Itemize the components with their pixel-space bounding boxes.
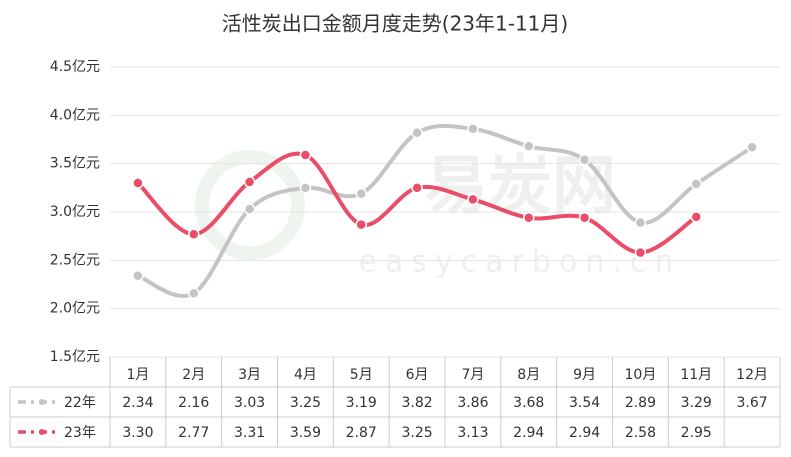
data-point — [299, 182, 312, 194]
chart-title: 活性炭出口金额月度走势(23年1-11月) — [222, 12, 568, 36]
data-point — [467, 123, 479, 135]
x-tick-label: 11月 — [680, 367, 712, 383]
y-tick-label: 1.5亿元 — [50, 349, 100, 365]
table-value: 2.95 — [681, 425, 712, 441]
table-value: 2.16 — [178, 395, 209, 411]
table-value: 2.58 — [625, 425, 656, 441]
table-value: 3.03 — [234, 395, 265, 411]
table-value: 3.29 — [681, 395, 712, 411]
table-value: 3.68 — [513, 395, 544, 411]
legend-marker — [39, 429, 45, 435]
watermark-logo — [195, 150, 305, 260]
table-value: 3.31 — [234, 425, 265, 441]
x-tick-label: 5月 — [350, 367, 373, 383]
series-line — [136, 151, 698, 255]
table-value: 3.59 — [290, 425, 321, 441]
legend-marker — [39, 399, 45, 405]
data-point — [523, 212, 535, 224]
data-point — [243, 176, 256, 188]
data-point — [523, 140, 535, 153]
table-value: 3.82 — [401, 395, 432, 411]
data-point — [299, 149, 312, 161]
x-tick-label: 10月 — [625, 367, 657, 383]
table-value: 2.34 — [122, 395, 153, 411]
data-point — [243, 203, 256, 215]
table-value: 3.54 — [569, 395, 600, 411]
data-point — [188, 287, 200, 299]
table-value: 2.77 — [178, 425, 209, 441]
data-point — [132, 270, 144, 282]
x-tick-label: 9月 — [573, 367, 596, 383]
data-point — [411, 182, 423, 194]
x-tick-label: 3月 — [238, 367, 261, 383]
x-tick-label: 1月 — [126, 367, 149, 383]
y-tick-label: 4.0亿元 — [50, 107, 100, 123]
table-value: 3.19 — [346, 395, 377, 411]
x-tick-label: 6月 — [406, 367, 429, 383]
data-point — [355, 218, 367, 231]
legend-label: 22年 — [64, 395, 96, 411]
table-value: 3.13 — [457, 425, 488, 441]
x-tick-label: 7月 — [461, 367, 484, 383]
y-tick-label: 2.0亿元 — [50, 301, 100, 317]
table-value: 2.89 — [625, 395, 656, 411]
x-tick-label: 12月 — [736, 367, 768, 383]
y-tick-label: 3.5亿元 — [50, 156, 100, 172]
data-point — [411, 126, 423, 139]
data-point — [634, 216, 647, 229]
data-point — [746, 141, 758, 153]
table-value: 3.25 — [290, 395, 321, 411]
watermark-subtext: easycarbon.cn — [359, 245, 682, 280]
x-tick-label: 2月 — [182, 367, 205, 383]
data-point — [690, 211, 702, 223]
y-tick-label: 4.5亿元 — [50, 59, 100, 75]
data-point — [355, 187, 367, 200]
table-value: 2.87 — [346, 425, 377, 441]
table-value: 2.94 — [569, 425, 600, 441]
table-value: 2.94 — [513, 425, 544, 441]
y-tick-label: 2.5亿元 — [50, 252, 100, 268]
table-value: 3.30 — [122, 425, 153, 441]
data-point — [578, 212, 591, 224]
table-value: 3.86 — [457, 395, 488, 411]
table-value: 3.25 — [401, 425, 432, 441]
data-point — [690, 178, 702, 190]
y-tick-label: 3.0亿元 — [50, 204, 100, 220]
data-point — [467, 193, 479, 206]
data-point — [578, 154, 591, 166]
data-point — [188, 228, 200, 240]
data-point — [634, 246, 647, 259]
x-tick-label: 8月 — [517, 367, 540, 383]
table-value: 3.67 — [736, 395, 767, 411]
x-tick-label: 4月 — [294, 367, 317, 383]
data-point — [132, 177, 144, 189]
legend-label: 23年 — [64, 425, 96, 441]
